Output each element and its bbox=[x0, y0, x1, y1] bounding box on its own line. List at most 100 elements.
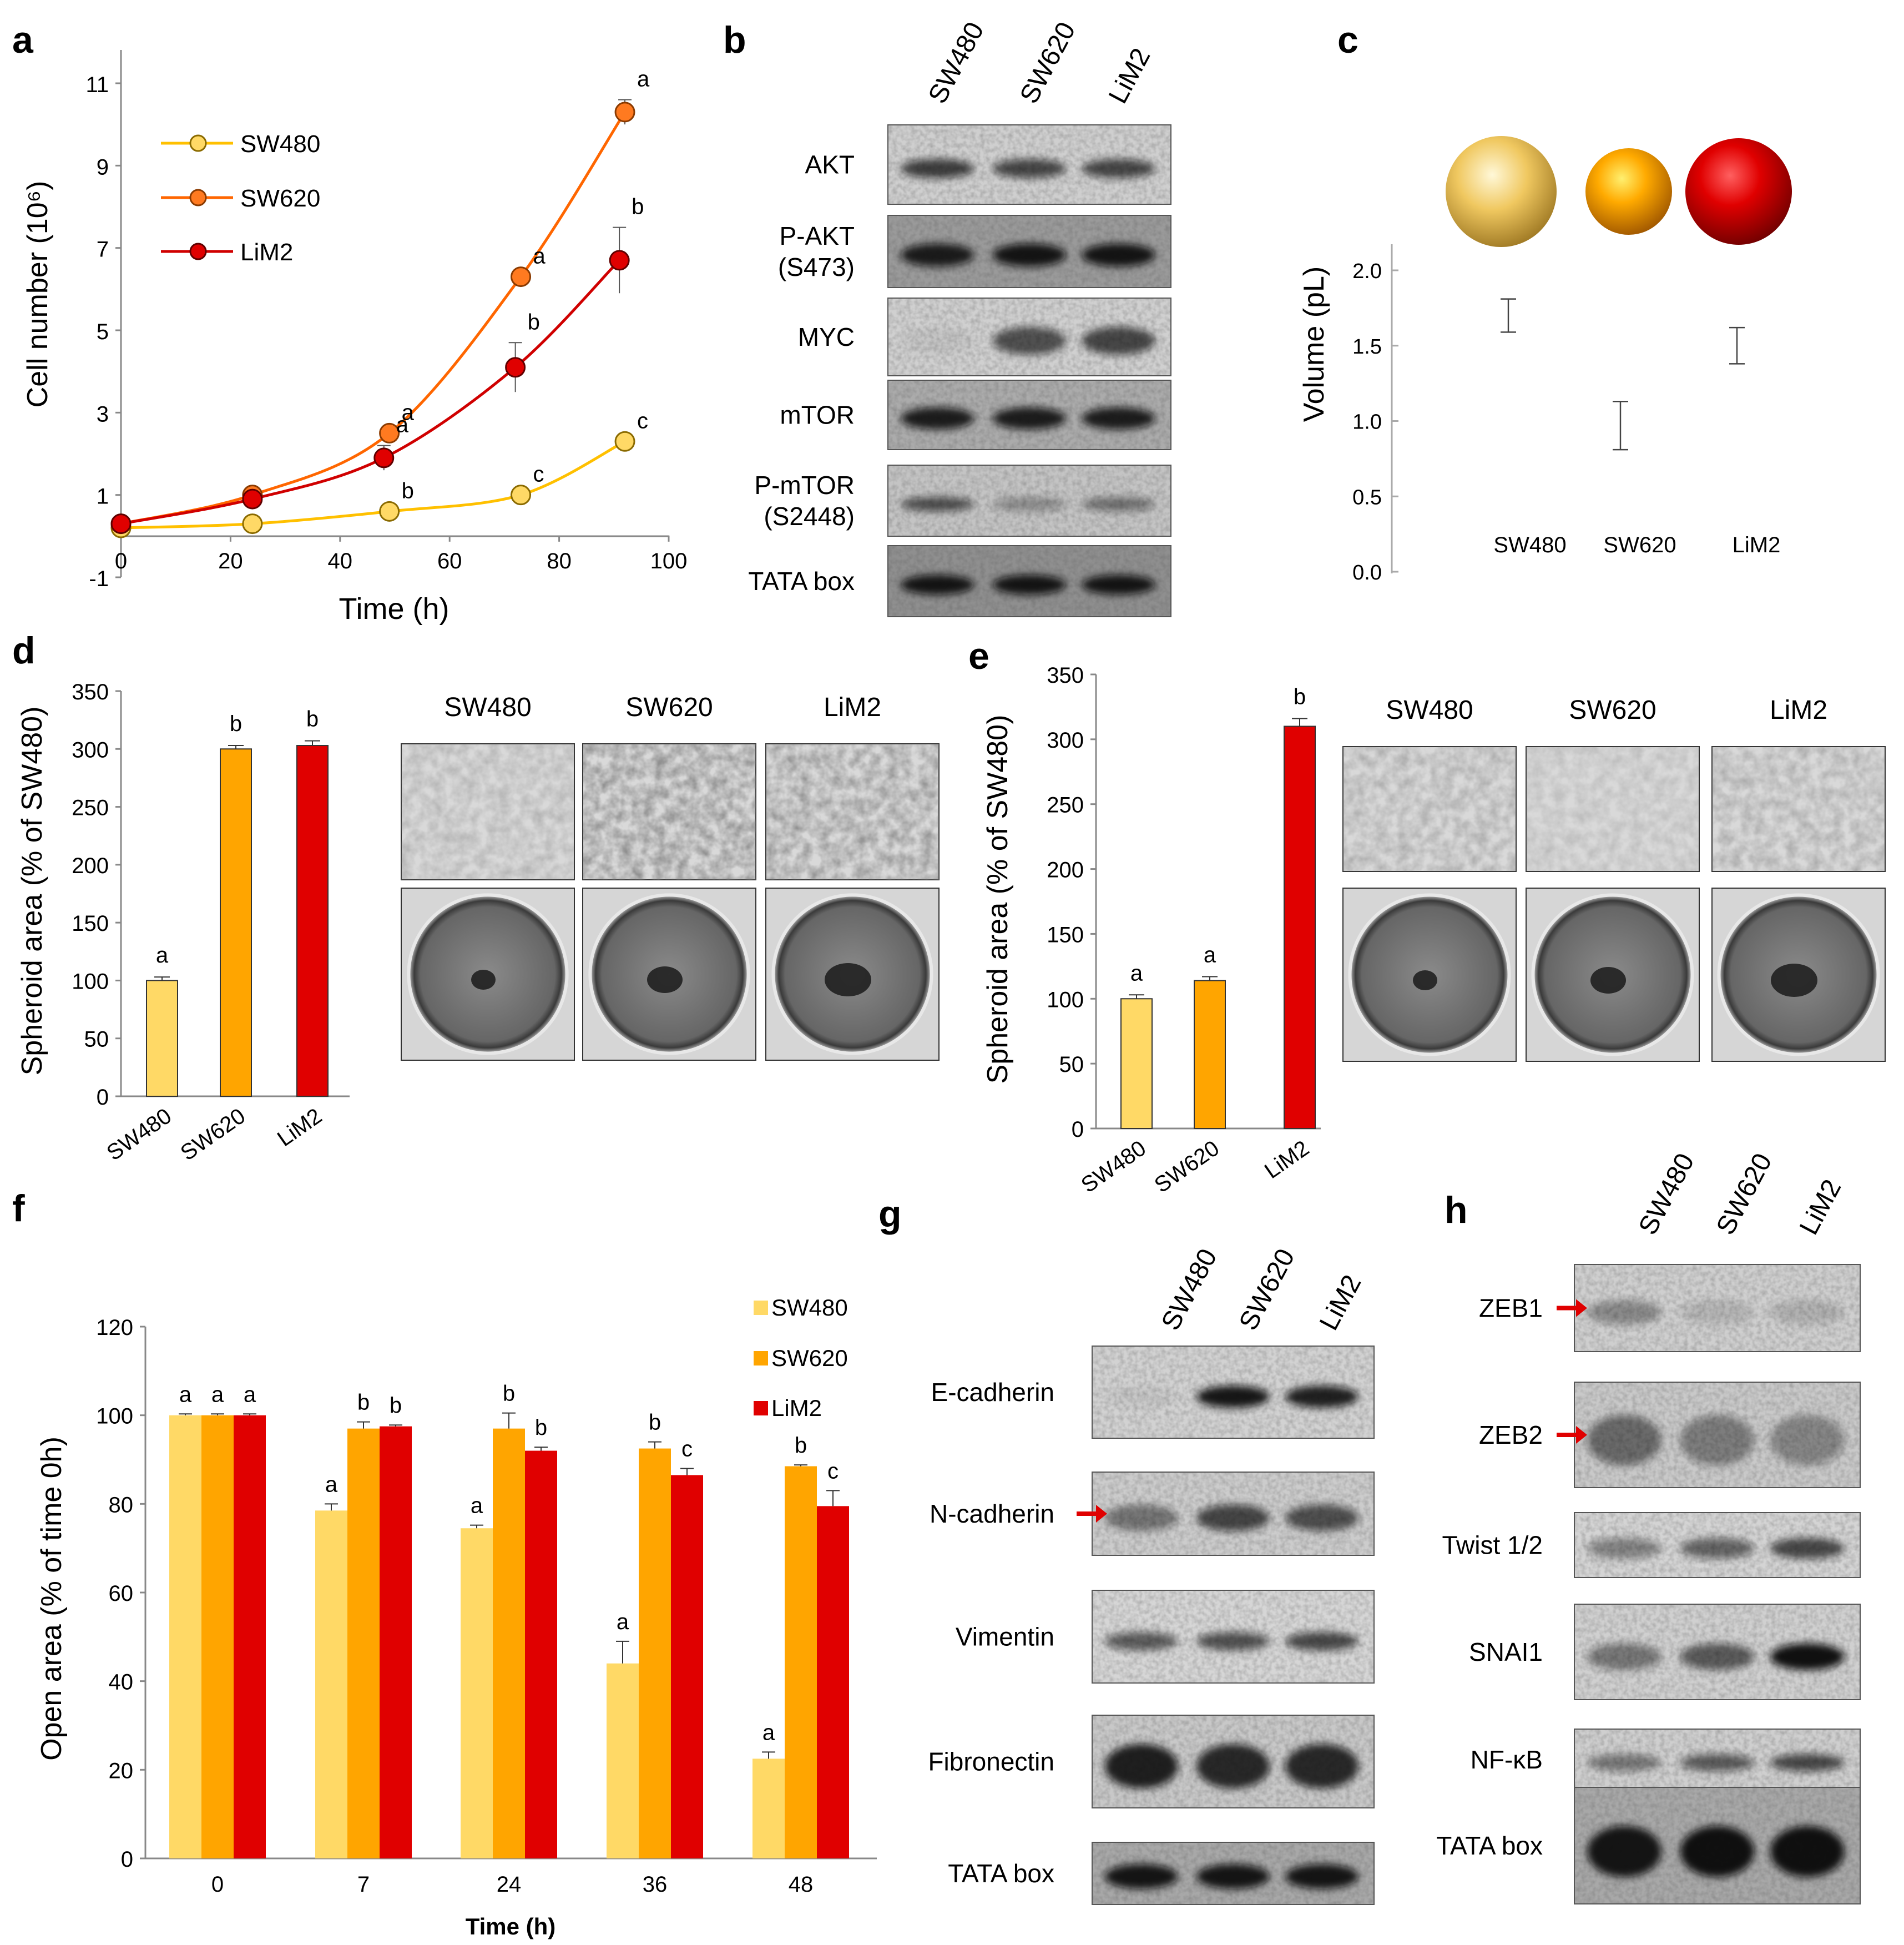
blot-band bbox=[992, 407, 1067, 430]
blot-band bbox=[992, 243, 1067, 267]
blot-g-row-tata-box: TATA box bbox=[948, 1842, 1375, 1905]
chart-f-category-label-48: 48 bbox=[789, 1872, 814, 1897]
blot-band bbox=[900, 159, 974, 178]
red-arrow-icon bbox=[1077, 1505, 1107, 1523]
spheroid-cluster bbox=[471, 970, 496, 990]
chart-c-category-label-lim2: LiM2 bbox=[1733, 533, 1781, 557]
series-line-sw480 bbox=[120, 440, 626, 530]
blot-band bbox=[900, 243, 974, 267]
blot-h-row-zeb2: ZEB2 bbox=[1479, 1382, 1861, 1488]
blot-band bbox=[1082, 575, 1155, 595]
chart-e-ytick-label: 100 bbox=[1047, 987, 1084, 1012]
significance-letter: c bbox=[637, 409, 648, 433]
blot-label: Vimentin bbox=[956, 1622, 1054, 1651]
bar-sw620 bbox=[220, 748, 252, 1097]
panel-letter-d: d bbox=[12, 629, 36, 672]
chart-a-ytick-label: 1 bbox=[97, 485, 109, 509]
blot-band bbox=[1104, 1744, 1178, 1788]
chart-a-xtick-label: 60 bbox=[437, 549, 462, 573]
blot-b-row-akt: AKT bbox=[805, 124, 1171, 205]
blot-label: TATA box bbox=[1436, 1831, 1543, 1860]
significance-letter: a bbox=[471, 1494, 483, 1518]
panel-letter-a: a bbox=[12, 19, 34, 61]
chart-c-category-label-sw620: SW620 bbox=[1603, 533, 1676, 557]
blot-h: SW480 SW620 LiM2 ZEB1 ZEB2 Twist 1/2 SNAI1 NF-… bbox=[1436, 1148, 1861, 1904]
blot-b-row-tata-box: TATA box bbox=[748, 545, 1171, 617]
chart-a-legend: SW480 SW620 LiM2 bbox=[161, 130, 320, 266]
chart-d-ytick-label: 100 bbox=[72, 969, 109, 994]
micrograph-texture bbox=[766, 744, 939, 880]
blot-band bbox=[1285, 1385, 1359, 1408]
blot-band bbox=[1587, 1538, 1662, 1559]
legend-swatch-sw480 bbox=[754, 1301, 768, 1315]
chart-f-y-label: Open area (% of time 0h) bbox=[36, 1437, 68, 1761]
blot-band bbox=[992, 497, 1067, 512]
chart-c-ytick-label: 1.5 bbox=[1352, 335, 1382, 359]
blot-band bbox=[1104, 1864, 1178, 1889]
spheroid-cluster bbox=[1413, 970, 1437, 990]
chart-c-ytick-label: 2.0 bbox=[1352, 260, 1382, 283]
chart-f-category-label-0: 0 bbox=[211, 1872, 224, 1897]
blot-band bbox=[1770, 1538, 1845, 1559]
blot-band bbox=[1587, 1754, 1662, 1771]
series-line-sw620 bbox=[120, 111, 627, 526]
legend-swatch-lim2 bbox=[754, 1401, 768, 1415]
significance-letter: a bbox=[211, 1382, 224, 1407]
legend-label-lim2: LiM2 bbox=[771, 1395, 822, 1421]
sphere-lim2 bbox=[1685, 138, 1792, 245]
bar-lim2 bbox=[1284, 725, 1316, 1129]
blot-g-lane-header-sw480: SW480 bbox=[1156, 1244, 1223, 1335]
blot-band bbox=[1680, 1300, 1755, 1325]
data-point-lim2 bbox=[373, 447, 395, 468]
panel-letter-f: f bbox=[12, 1187, 25, 1230]
spheroid-header-lim2: LiM2 bbox=[1770, 696, 1827, 725]
micrograph-texture bbox=[583, 744, 756, 880]
bar-sw620 bbox=[1194, 980, 1226, 1129]
data-point-lim2 bbox=[242, 488, 263, 510]
chart-d-ytick-label: 300 bbox=[72, 738, 109, 762]
chart-a-xtick-label: 0 bbox=[115, 549, 127, 573]
data-point-sw480 bbox=[511, 485, 532, 506]
bar-sw480-t24 bbox=[461, 1528, 493, 1858]
data-point-sw620 bbox=[379, 422, 400, 444]
blot-band bbox=[1285, 1864, 1359, 1889]
blot-band bbox=[1082, 243, 1155, 267]
blot-h-row-nf-b: NF-κB bbox=[1471, 1729, 1861, 1791]
chart-d-ytick-label: 150 bbox=[72, 911, 109, 936]
blot-label: Twist 1/2 bbox=[1442, 1531, 1543, 1560]
chart-f-ytick-label: 20 bbox=[109, 1758, 134, 1783]
bar-lim2-t24 bbox=[525, 1450, 557, 1858]
blot-band bbox=[1770, 1300, 1845, 1325]
chart-f-category-label-24: 24 bbox=[497, 1872, 522, 1897]
blot-label: P-mTOR bbox=[754, 471, 855, 500]
legend-label-sw480: SW480 bbox=[771, 1294, 848, 1321]
significance-letter: a bbox=[179, 1382, 192, 1407]
sphere-sw620 bbox=[1585, 148, 1672, 235]
blot-band bbox=[1680, 1754, 1755, 1771]
spheroid-header-sw480: SW480 bbox=[444, 693, 531, 722]
sphere-sw480 bbox=[1446, 136, 1557, 247]
chart-a-ytick-label: 3 bbox=[97, 402, 109, 426]
significance-letter: a bbox=[617, 1610, 629, 1634]
blot-b-row-myc: MYC bbox=[798, 298, 1171, 376]
chart-f-ytick-label: 120 bbox=[96, 1316, 133, 1340]
blot-b-lane-header-lim2: LiM2 bbox=[1103, 43, 1156, 108]
chart-a-y-label: Cell number (10⁶) bbox=[22, 181, 54, 408]
blot-band bbox=[1082, 326, 1155, 355]
significance-letter: b bbox=[306, 707, 319, 732]
chart-a-xtick-label: 80 bbox=[547, 549, 572, 573]
chart-a-ytick-label: 5 bbox=[97, 320, 109, 344]
chart-a-xtick-label: 40 bbox=[328, 549, 353, 573]
legend-marker-sw620 bbox=[189, 189, 207, 206]
blot-g: SW480 SW620 LiM2 E-cadherin N-cadherin Vimen… bbox=[928, 1244, 1375, 1905]
blot-band bbox=[900, 497, 974, 512]
spheroid-header-sw620: SW620 bbox=[625, 693, 713, 722]
chart-e-category-label-sw620: SW620 bbox=[1150, 1136, 1224, 1197]
blot-band bbox=[1680, 1643, 1755, 1670]
blot-band bbox=[1104, 1632, 1178, 1651]
chart-a-ytick-label: -1 bbox=[89, 567, 109, 591]
bar-sw480 bbox=[146, 980, 178, 1097]
